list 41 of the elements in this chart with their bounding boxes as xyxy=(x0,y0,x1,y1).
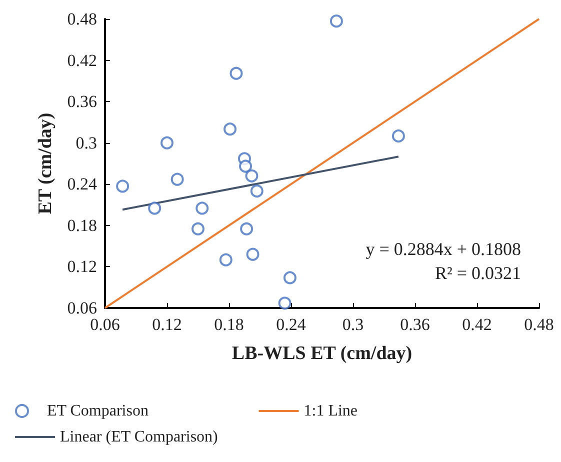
point xyxy=(196,202,209,215)
y-tick-label: 0.24 xyxy=(67,174,98,194)
x-tick-label: 0.36 xyxy=(400,315,430,334)
point xyxy=(239,160,252,173)
point xyxy=(278,296,292,310)
y-tick-label: 0.42 xyxy=(67,50,97,70)
point xyxy=(224,122,237,136)
annotation: y = 0.2884x + 0.1808 xyxy=(366,239,522,259)
point xyxy=(330,14,343,28)
legend-label: Linear (ET Comparison) xyxy=(60,428,218,446)
x-tick-label: 0.3 xyxy=(342,315,364,334)
y-tick-label: 0.36 xyxy=(67,92,97,112)
point xyxy=(148,202,162,215)
x-tick-label: 0.42 xyxy=(462,315,492,334)
y-tick-label: 0.06 xyxy=(67,298,97,318)
point xyxy=(170,172,184,186)
point xyxy=(192,222,204,236)
x-tick-label: 0.12 xyxy=(152,315,182,334)
y-tick-label: 0.3 xyxy=(76,133,97,152)
point xyxy=(160,136,174,150)
y-tick-label: 0.18 xyxy=(67,216,97,235)
legend-label: ET Comparison xyxy=(47,402,148,420)
point xyxy=(283,271,296,284)
point xyxy=(219,253,232,266)
x-tick-label: 0.48 xyxy=(524,315,554,334)
y-tick-label: 0.12 xyxy=(67,257,97,276)
x-tick-label: 0.06 xyxy=(90,315,120,334)
x-tick-label: 0.24 xyxy=(276,315,306,334)
annotation: R² = 0.0321 xyxy=(434,263,522,283)
point xyxy=(392,129,405,142)
point xyxy=(240,222,254,236)
point xyxy=(250,184,264,198)
x-tick-label: 0.18 xyxy=(214,315,244,334)
point xyxy=(230,66,243,80)
point xyxy=(116,180,130,193)
point xyxy=(246,248,260,261)
y-axis-title: ET (cm/day) xyxy=(35,112,56,214)
x-axis-title: LB-WLS ET (cm/day) xyxy=(232,343,412,364)
point xyxy=(245,169,258,182)
legend-label: 1:1 Line xyxy=(304,402,358,420)
y-tick-label: 0.48 xyxy=(67,10,97,28)
